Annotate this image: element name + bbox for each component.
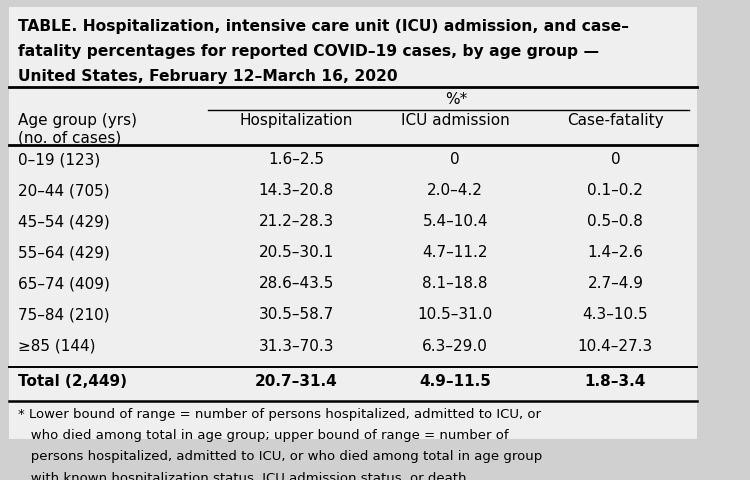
Text: %*: %*	[445, 92, 467, 107]
Text: who died among total in age group; upper bound of range = number of: who died among total in age group; upper…	[18, 429, 508, 442]
Text: 2.7–4.9: 2.7–4.9	[587, 276, 644, 291]
Text: ICU admission: ICU admission	[400, 113, 509, 128]
Text: Case-fatality: Case-fatality	[567, 113, 664, 128]
Text: Hospitalization: Hospitalization	[240, 113, 353, 128]
Text: 0–19 (123): 0–19 (123)	[18, 152, 100, 167]
Text: 0: 0	[610, 152, 620, 167]
Text: 31.3–70.3: 31.3–70.3	[259, 338, 334, 354]
Text: * Lower bound of range = number of persons hospitalized, admitted to ICU, or: * Lower bound of range = number of perso…	[18, 408, 541, 421]
Text: 14.3–20.8: 14.3–20.8	[259, 183, 334, 198]
Text: 5.4–10.4: 5.4–10.4	[422, 214, 488, 229]
Text: 20.7–31.4: 20.7–31.4	[255, 373, 338, 389]
FancyBboxPatch shape	[9, 7, 697, 439]
Text: 45–54 (429): 45–54 (429)	[18, 214, 110, 229]
Text: 75–84 (210): 75–84 (210)	[18, 308, 110, 323]
Text: 1.8–3.4: 1.8–3.4	[585, 373, 646, 389]
Text: 4.3–10.5: 4.3–10.5	[583, 308, 648, 323]
Text: United States, February 12–March 16, 2020: United States, February 12–March 16, 202…	[18, 69, 398, 84]
Text: 1.4–2.6: 1.4–2.6	[587, 245, 644, 260]
Text: TABLE. Hospitalization, intensive care unit (ICU) admission, and case–: TABLE. Hospitalization, intensive care u…	[18, 19, 628, 34]
Text: 20–44 (705): 20–44 (705)	[18, 183, 110, 198]
Text: 65–74 (409): 65–74 (409)	[18, 276, 110, 291]
Text: 4.7–11.2: 4.7–11.2	[422, 245, 488, 260]
Text: 8.1–18.8: 8.1–18.8	[422, 276, 488, 291]
Text: 21.2–28.3: 21.2–28.3	[259, 214, 334, 229]
Text: 2.0–4.2: 2.0–4.2	[427, 183, 483, 198]
Text: 1.6–2.5: 1.6–2.5	[268, 152, 325, 167]
Text: 20.5–30.1: 20.5–30.1	[259, 245, 334, 260]
Text: 10.5–31.0: 10.5–31.0	[418, 308, 493, 323]
Text: 0: 0	[451, 152, 460, 167]
Text: 0.5–0.8: 0.5–0.8	[587, 214, 644, 229]
Text: Total (2,449): Total (2,449)	[18, 373, 127, 389]
Text: ≥85 (144): ≥85 (144)	[18, 338, 95, 354]
Text: persons hospitalized, admitted to ICU, or who died among total in age group: persons hospitalized, admitted to ICU, o…	[18, 450, 542, 463]
Text: fatality percentages for reported COVID–19 cases, by age group —: fatality percentages for reported COVID–…	[18, 44, 598, 59]
Text: Age group (yrs)
(no. of cases): Age group (yrs) (no. of cases)	[18, 113, 136, 145]
Text: 4.9–11.5: 4.9–11.5	[419, 373, 491, 389]
Text: 55–64 (429): 55–64 (429)	[18, 245, 110, 260]
Text: 10.4–27.3: 10.4–27.3	[578, 338, 653, 354]
Text: 30.5–58.7: 30.5–58.7	[259, 308, 334, 323]
Text: 0.1–0.2: 0.1–0.2	[587, 183, 644, 198]
Text: with known hospitalization status, ICU admission status, or death.: with known hospitalization status, ICU a…	[18, 472, 470, 480]
Text: 6.3–29.0: 6.3–29.0	[422, 338, 488, 354]
Text: 28.6–43.5: 28.6–43.5	[259, 276, 334, 291]
